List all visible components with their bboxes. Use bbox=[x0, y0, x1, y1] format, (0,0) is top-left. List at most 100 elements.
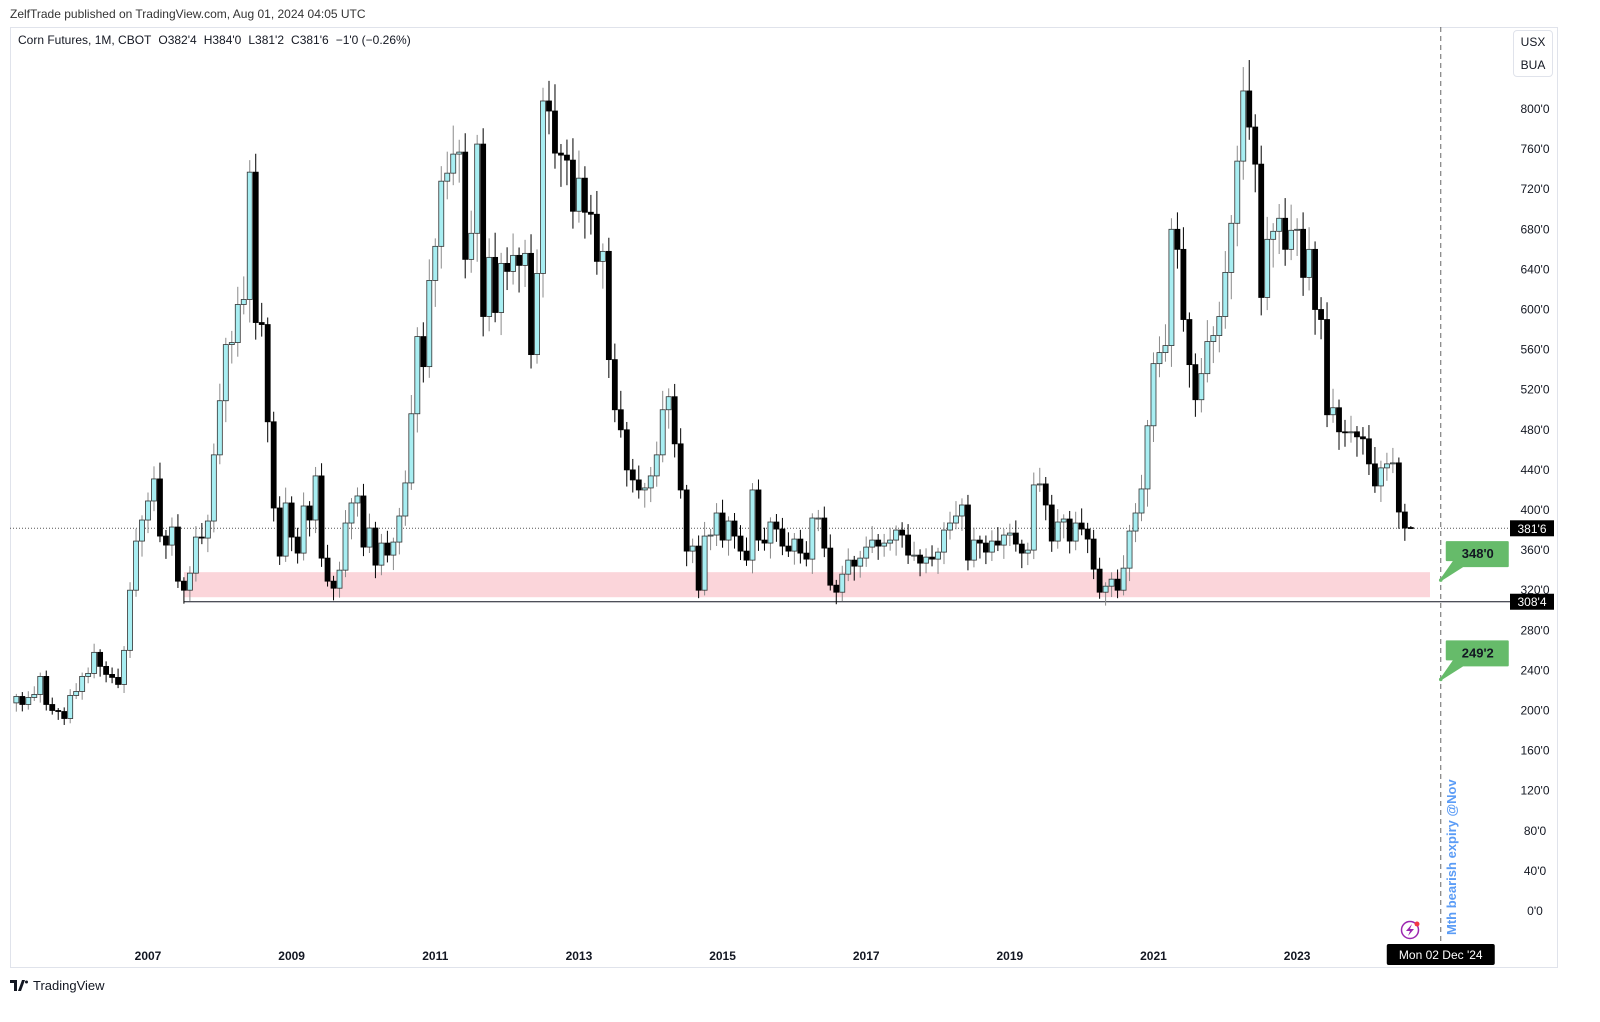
candle[interactable] bbox=[1378, 460, 1384, 502]
candle[interactable] bbox=[761, 527, 768, 551]
candle[interactable] bbox=[318, 463, 325, 567]
candle[interactable] bbox=[755, 479, 762, 551]
candle[interactable] bbox=[504, 247, 511, 291]
candle[interactable] bbox=[1234, 145, 1241, 247]
candle[interactable] bbox=[1078, 508, 1085, 536]
candle[interactable] bbox=[67, 689, 74, 724]
candle[interactable] bbox=[599, 243, 606, 289]
candle[interactable] bbox=[677, 428, 684, 499]
candle[interactable] bbox=[1018, 539, 1025, 569]
candle[interactable] bbox=[1036, 467, 1043, 492]
candle[interactable] bbox=[510, 233, 516, 285]
candle[interactable] bbox=[19, 692, 26, 712]
candle[interactable] bbox=[923, 548, 929, 574]
candle[interactable] bbox=[959, 498, 965, 531]
candle[interactable] bbox=[366, 513, 373, 554]
candle[interactable] bbox=[647, 466, 654, 503]
candle[interactable] bbox=[965, 494, 971, 571]
candle[interactable] bbox=[1318, 297, 1324, 340]
candle[interactable] bbox=[444, 151, 451, 200]
candle[interactable] bbox=[570, 138, 576, 229]
candle[interactable] bbox=[528, 234, 534, 369]
candle[interactable] bbox=[881, 533, 888, 557]
candle[interactable] bbox=[306, 501, 313, 537]
candle[interactable] bbox=[342, 510, 349, 578]
candle[interactable] bbox=[330, 575, 337, 601]
candle[interactable] bbox=[43, 670, 50, 711]
candle[interactable] bbox=[611, 343, 618, 423]
candle[interactable] bbox=[37, 672, 44, 703]
candle[interactable] bbox=[276, 496, 283, 565]
candle[interactable] bbox=[695, 535, 702, 599]
vertical-note[interactable]: Mth bearish expiry @Nov bbox=[1444, 779, 1459, 935]
candle[interactable] bbox=[1294, 218, 1301, 256]
candle[interactable] bbox=[582, 166, 588, 239]
candle[interactable] bbox=[1096, 557, 1103, 599]
candle[interactable] bbox=[1354, 426, 1360, 457]
candle[interactable] bbox=[1395, 457, 1402, 529]
candle[interactable] bbox=[300, 492, 307, 561]
candle[interactable] bbox=[929, 545, 935, 567]
candle[interactable] bbox=[186, 566, 193, 601]
candle[interactable] bbox=[779, 517, 786, 556]
candle[interactable] bbox=[139, 515, 145, 557]
candle[interactable] bbox=[258, 302, 265, 337]
candle[interactable] bbox=[821, 506, 828, 558]
candle[interactable] bbox=[1389, 447, 1396, 474]
candle[interactable] bbox=[899, 522, 906, 548]
candle[interactable] bbox=[145, 492, 151, 534]
candle[interactable] bbox=[653, 441, 660, 487]
candle[interactable] bbox=[857, 550, 864, 578]
candle[interactable] bbox=[1024, 542, 1031, 566]
candle[interactable] bbox=[719, 499, 726, 548]
candle[interactable] bbox=[55, 708, 62, 720]
candle[interactable] bbox=[354, 487, 361, 517]
candle[interactable] bbox=[222, 337, 229, 423]
candle[interactable] bbox=[1042, 476, 1049, 521]
candle[interactable] bbox=[109, 667, 115, 684]
candle[interactable] bbox=[1240, 67, 1247, 180]
target-callout[interactable]: 348'0 bbox=[1438, 541, 1509, 582]
candle[interactable] bbox=[803, 541, 810, 567]
candle[interactable] bbox=[1000, 528, 1007, 559]
candle[interactable] bbox=[408, 395, 415, 490]
candle[interactable] bbox=[294, 527, 301, 564]
candle[interactable] bbox=[994, 527, 1001, 552]
candle[interactable] bbox=[887, 527, 894, 551]
candle[interactable] bbox=[121, 646, 127, 693]
candle[interactable] bbox=[390, 537, 397, 571]
candle[interactable] bbox=[1156, 336, 1163, 378]
candle[interactable] bbox=[210, 443, 217, 533]
candle[interactable] bbox=[192, 526, 199, 582]
candle[interactable] bbox=[1180, 227, 1187, 332]
candle[interactable] bbox=[1192, 353, 1199, 417]
candle[interactable] bbox=[228, 330, 235, 364]
candle[interactable] bbox=[827, 534, 834, 591]
candle[interactable] bbox=[1216, 301, 1223, 353]
candle[interactable] bbox=[49, 697, 56, 715]
symbol-name[interactable]: Corn Futures, 1M, CBOT bbox=[18, 33, 152, 47]
candle[interactable] bbox=[534, 249, 540, 364]
candle[interactable] bbox=[1401, 503, 1408, 541]
candle[interactable] bbox=[426, 259, 433, 378]
candle[interactable] bbox=[336, 561, 343, 598]
candle[interactable] bbox=[480, 128, 487, 337]
candle[interactable] bbox=[1360, 427, 1366, 455]
candle[interactable] bbox=[1312, 241, 1318, 335]
candle[interactable] bbox=[378, 533, 385, 576]
candle[interactable] bbox=[127, 582, 133, 658]
candle[interactable] bbox=[133, 528, 139, 597]
candle[interactable] bbox=[396, 507, 403, 555]
candle[interactable] bbox=[175, 514, 181, 588]
candle[interactable] bbox=[216, 383, 223, 465]
candle[interactable] bbox=[204, 514, 211, 553]
candle[interactable] bbox=[540, 87, 546, 298]
candle[interactable] bbox=[947, 511, 953, 540]
candle[interactable] bbox=[61, 707, 68, 725]
candle[interactable] bbox=[683, 484, 690, 567]
candle[interactable] bbox=[809, 513, 816, 574]
candle[interactable] bbox=[953, 501, 959, 530]
candle[interactable] bbox=[360, 483, 367, 557]
candle[interactable] bbox=[468, 210, 475, 273]
